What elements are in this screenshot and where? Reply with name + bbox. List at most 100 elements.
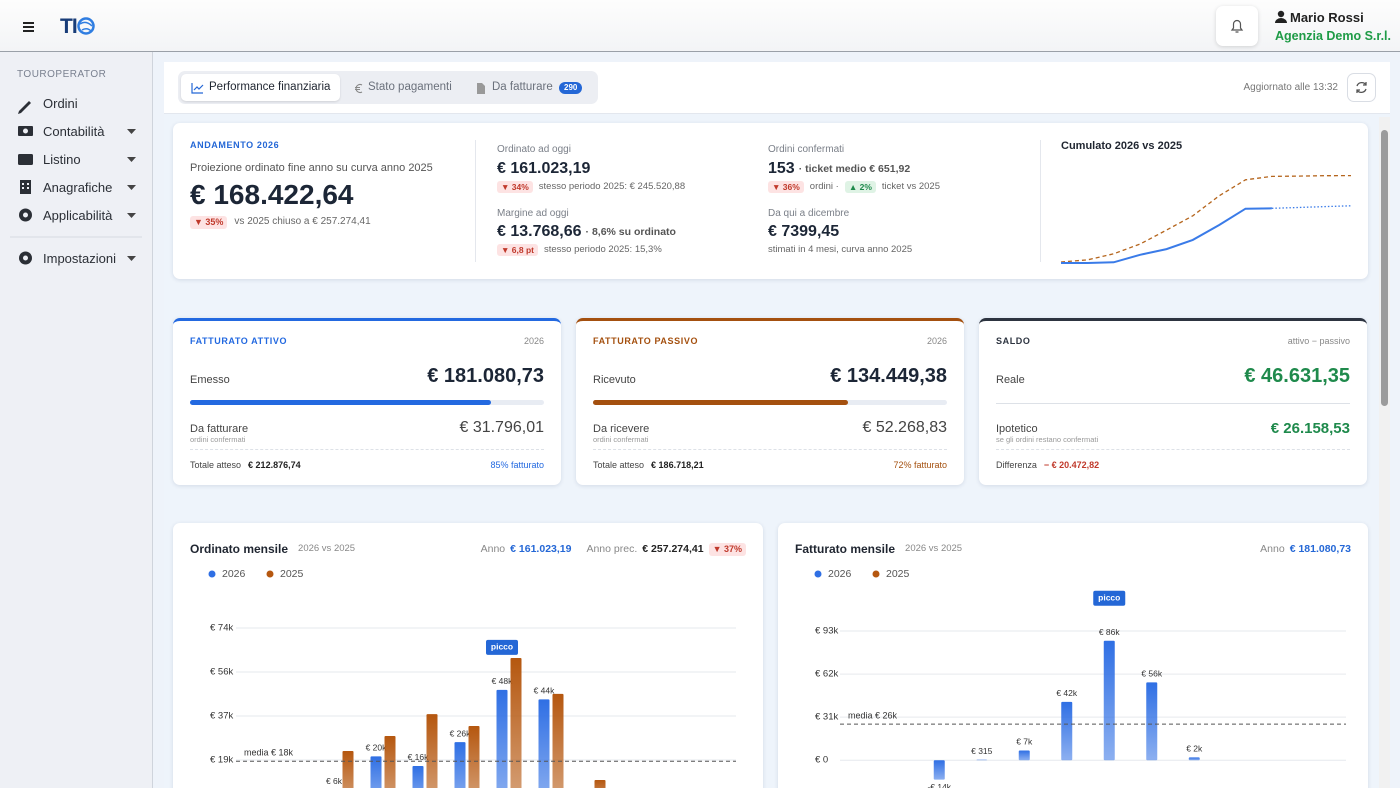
user-icon (1275, 10, 1287, 23)
note: stesso periodo 2025: € 245.520,88 (538, 181, 686, 193)
card-tag: attivo − passivo (1287, 335, 1350, 346)
card-label: Reale (996, 373, 1025, 386)
stat-label: Anno (480, 542, 506, 555)
foot-label: Differenza (996, 459, 1037, 470)
icon-pricelist (18, 154, 33, 165)
logo-globe (77, 17, 95, 35)
card-label: Ricevuto (593, 373, 636, 386)
nav-item[interactable]: Impostazioni (43, 250, 116, 266)
tab-label[interactable]: Performance finanziaria (209, 81, 331, 94)
note: stesso periodo 2025: 15,3% (543, 244, 662, 256)
note: stimati in 4 mesi, curva anno 2025 (768, 244, 913, 256)
chart-panel (778, 523, 1368, 788)
tab-icons (191, 83, 485, 94)
chart-title: Cumulato 2026 vs 2025 (1061, 139, 1183, 152)
foot-value: − € 20.472,82 (1043, 459, 1100, 470)
kpi-delta: ▼ 34% stesso periodo 2025: € 245.520,88 (497, 180, 685, 194)
stat-label: Anno (1260, 542, 1285, 555)
chart-panel (173, 523, 763, 788)
nav-item[interactable]: Anagrafiche (43, 179, 113, 195)
card-value: € 134.449,38 (830, 365, 947, 387)
kpi-suffix: · ticket medio € 651,92 (798, 162, 911, 175)
tab-label[interactable]: Da fatturare (492, 81, 553, 94)
refresh-icon (1356, 81, 1367, 94)
card-value: € 181.080,73 (427, 365, 544, 387)
tab-label[interactable]: Stato pagamenti (368, 81, 452, 94)
card-label: Da fatturare (190, 422, 249, 435)
kpi-label: Ordinato ad oggi (497, 144, 571, 155)
icon-orders (18, 101, 31, 114)
updated-at: Aggiornato alle 13:32 (1243, 82, 1338, 93)
card-foot: Differenza − € 20.472,82 (996, 459, 1099, 471)
badge: ▼ 6,8 pt (497, 243, 538, 257)
chart-stats: Anno € 161.023,19 Anno prec. € 257.274,41 ▼ … (481, 542, 746, 556)
foot-right: 72% fatturato (893, 459, 947, 470)
chart-heading: Ordinato mensile 2026 vs 2025 (190, 542, 355, 556)
note: vs 2025 chiuso a € 257.274,41 (234, 216, 371, 227)
card-title: SALDO (996, 335, 1031, 346)
card-tag: 2026 (926, 335, 947, 346)
kpi-value: € 13.768,66 (497, 223, 582, 240)
kpi-label: Da qui a dicembre (768, 208, 850, 219)
kpi-value: € 7399,45 (768, 223, 840, 240)
logo-globe-lines (79, 21, 93, 32)
badge: ▲ 2% (844, 180, 876, 194)
logo: TI (60, 14, 78, 38)
divider (475, 140, 476, 262)
header-icons (23, 17, 95, 35)
card-value: € 46.631,35 (1244, 365, 1350, 387)
kpi-delta: ▼ 36% ordini · ▲ 2% ticket vs 2025 (768, 180, 940, 194)
card-foot: Totale atteso € 212.876,74 (190, 459, 301, 471)
sidebar (0, 52, 153, 788)
separator (593, 449, 947, 450)
kpi-value-row: € 13.768,66 · 8,6% su ordinato (497, 223, 676, 241)
stat-label: Anno prec. (586, 542, 638, 555)
icon-registry (20, 180, 31, 194)
foot-value: € 186.718,21 (651, 459, 704, 470)
divider (1040, 140, 1041, 262)
chart-title: Fatturato mensile (795, 542, 896, 556)
foot-label: Totale atteso (190, 459, 242, 470)
card-foot: Totale atteso € 186.718,21 (593, 459, 704, 471)
chart-title: Ordinato mensile (190, 542, 289, 556)
bell-icon (1230, 19, 1244, 33)
card-title: FATTURATO PASSIVO (593, 335, 699, 346)
refresh-button[interactable] (1347, 73, 1376, 102)
card-subvalue: € 26.158,53 (1270, 419, 1350, 437)
top-bar (0, 0, 1400, 52)
tab-badge: 290 (559, 82, 583, 94)
kpi-delta: ▼ 6,8 pt stesso periodo 2025: 15,3% (497, 243, 662, 257)
kpi-value-row: 153 · ticket medio € 651,92 (768, 160, 910, 178)
menu-button[interactable] (23, 22, 34, 32)
sidebar-section: TOUROPERATOR (17, 69, 107, 80)
kpi-value: € 168.422,64 (190, 179, 354, 210)
nav-item[interactable]: Applicabilità (43, 207, 113, 223)
foot-value: € 212.876,74 (248, 459, 301, 470)
nav-item[interactable]: Listino (43, 151, 81, 167)
card-subvalue: € 31.796,01 (459, 419, 544, 436)
card-note: ordini confermati (190, 435, 246, 445)
nav-item[interactable]: Ordini (43, 95, 78, 111)
note: ticket vs 2025 (881, 181, 940, 193)
scrollbar[interactable] (1379, 117, 1390, 788)
foot-label: Totale atteso (593, 459, 645, 470)
card-label: Da ricevere (593, 422, 650, 435)
tab-active[interactable] (181, 74, 340, 101)
scrollbar-thumb[interactable] (1381, 130, 1388, 406)
chevrons (127, 129, 136, 261)
notifications-button[interactable] (1216, 6, 1258, 46)
icon-accounting (18, 126, 33, 136)
card-label: Emesso (190, 373, 230, 386)
badge: ▼ 37% (708, 542, 746, 556)
kpi-value-row: € 161.023,19 (497, 160, 590, 178)
card-note: se gli ordini restano confermati (996, 435, 1099, 445)
badge: ▼ 34% (497, 180, 533, 194)
icon-applicability (19, 208, 32, 222)
nav-item[interactable]: Contabilità (43, 123, 105, 139)
note: ordini · (809, 181, 839, 193)
kpi-suffix: · 8,6% su ordinato (585, 225, 676, 238)
kpi-value-row: € 7399,45 (768, 223, 839, 241)
kpi-label: Ordini confermati (768, 144, 845, 155)
card (979, 318, 1367, 485)
